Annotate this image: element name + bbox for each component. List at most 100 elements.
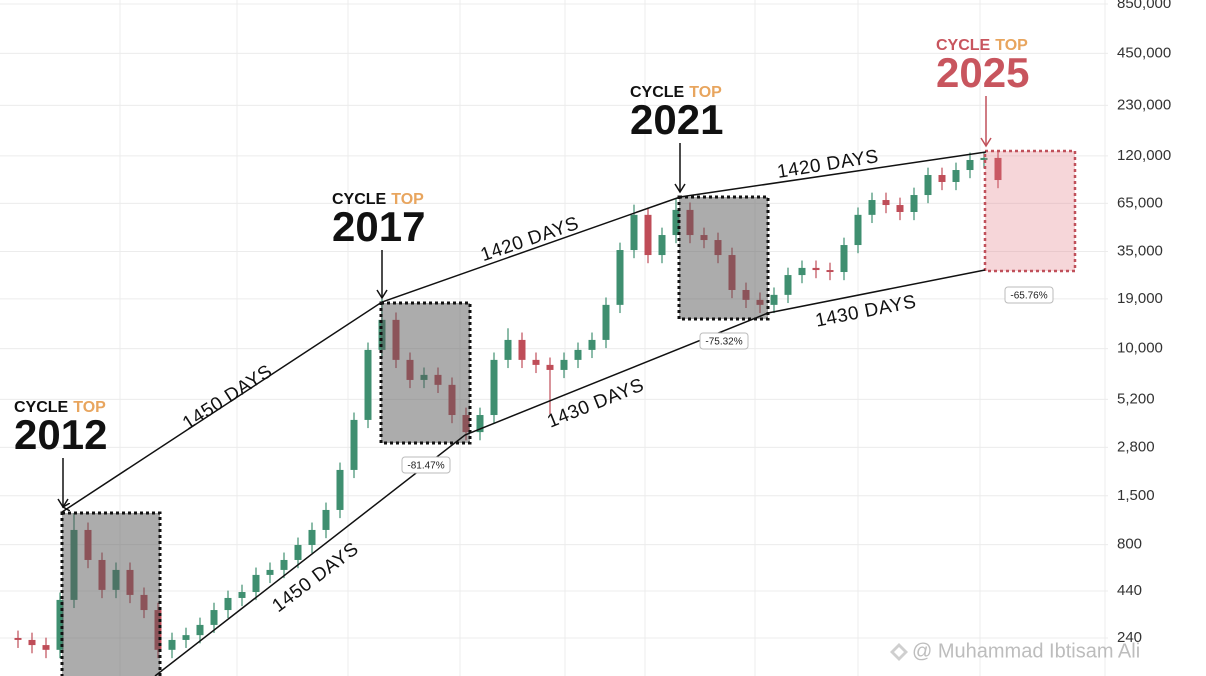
y-tick-label: 440	[1117, 582, 1142, 599]
candle-body	[630, 214, 638, 251]
y-tick-label: 1,500	[1117, 487, 1155, 504]
grid: 850,000 450,000 230,000 120,000 65,000 35,000…	[0, 0, 1171, 646]
cycle-word: CYCLE	[14, 399, 69, 416]
watermark: @ Muhammad Ibtisam Ali	[912, 640, 1140, 662]
candle-body	[994, 157, 1002, 181]
candle-body	[28, 639, 36, 646]
candle-body	[546, 364, 554, 370]
candle-body	[854, 214, 862, 246]
candle-body	[504, 339, 512, 360]
duration-label: 1450 DAYS	[179, 361, 276, 434]
candle-body	[518, 339, 526, 360]
candle-body	[938, 175, 946, 182]
candle-body	[826, 270, 834, 273]
y-tick-label: 120,000	[1117, 147, 1171, 164]
y-tick-label: 65,000	[1117, 194, 1163, 211]
candle-body	[364, 349, 372, 420]
watermark-icon	[890, 643, 908, 661]
candle-body	[476, 415, 484, 433]
drawdown-label-box	[401, 456, 451, 474]
cycle-year: 2017	[332, 203, 425, 250]
candle-body	[616, 250, 624, 305]
candle-body	[168, 639, 176, 650]
drawdown-label-box	[1004, 286, 1054, 304]
upper-trend-line	[61, 151, 987, 513]
candle-body	[252, 574, 260, 593]
candle-body	[896, 205, 904, 212]
candle-body	[672, 209, 680, 236]
y-tick-label: 10,000	[1117, 340, 1163, 357]
drawdown-box	[60, 511, 162, 676]
candle-body	[280, 559, 288, 570]
top-word: TOP	[995, 37, 1028, 54]
top-word: TOP	[391, 191, 424, 208]
candle-body	[238, 592, 246, 598]
candle-body	[882, 200, 890, 206]
cycle-word: CYCLE	[332, 191, 387, 208]
y-tick-label: 240	[1117, 629, 1142, 646]
cycle-year: 2021	[630, 96, 723, 143]
drawdown-box	[379, 301, 472, 445]
candle-body	[42, 645, 50, 650]
y-tick-label: 19,000	[1117, 290, 1163, 307]
candle-body	[924, 175, 932, 196]
cycle-word: CYCLE	[630, 84, 685, 101]
candle-body	[980, 157, 988, 160]
candle-body	[196, 624, 204, 636]
candle-body	[532, 359, 540, 365]
cycle-top-label: CYCLE TOP	[630, 84, 722, 101]
candle-body	[294, 544, 302, 560]
candle-body	[308, 529, 316, 545]
cycle-top-label: CYCLE TOP	[14, 399, 106, 416]
candle-body	[574, 349, 582, 360]
top-word: TOP	[73, 399, 106, 416]
y-tick-label: 2,800	[1117, 438, 1155, 455]
y-tick-label: 850,000	[1117, 0, 1171, 12]
candle-body	[952, 170, 960, 182]
candle-body	[770, 294, 778, 305]
candle-body	[602, 304, 610, 340]
arrow-head	[376, 289, 388, 300]
y-tick-label: 800	[1117, 536, 1142, 553]
arrow-head	[674, 183, 686, 194]
duration-label: 1430 DAYS	[544, 375, 647, 433]
candle-body	[658, 235, 666, 256]
y-tick-label: 5,200	[1117, 390, 1155, 407]
duration-label: 1430 DAYS	[814, 291, 919, 331]
candle-body	[868, 200, 876, 215]
duration-label: 1420 DAYS	[776, 146, 880, 183]
candle-body	[14, 637, 22, 640]
candle-body	[350, 419, 358, 470]
top-word: TOP	[689, 84, 722, 101]
candle-body	[798, 267, 806, 276]
cycle-top-label: CYCLE TOP	[332, 191, 424, 208]
arrow-head	[57, 498, 69, 509]
drawdown-label-box	[699, 332, 749, 350]
y-tick-label: 35,000	[1117, 242, 1163, 259]
cycle-word: CYCLE	[936, 37, 991, 54]
candle-body	[490, 359, 498, 416]
candle-body	[336, 469, 344, 510]
drawdown-label: -75.32%	[705, 337, 742, 348]
candle-body	[910, 195, 918, 212]
candle-body	[224, 597, 232, 611]
candle-body	[784, 275, 792, 295]
drawdown-box	[677, 195, 770, 321]
candle-body	[56, 599, 64, 650]
candle-body	[266, 569, 274, 575]
candle-body	[588, 339, 596, 350]
candle-body	[812, 267, 820, 271]
duration-label: 1420 DAYS	[478, 213, 582, 266]
drawdown-label: -65.76%	[1010, 291, 1047, 302]
candle-body	[210, 610, 218, 625]
y-tick-label: 450,000	[1117, 44, 1171, 61]
candle-body	[840, 245, 848, 273]
cycle-year: 2012	[14, 411, 107, 458]
lower-trend-line	[154, 269, 986, 676]
candle-body	[182, 635, 190, 640]
projected-drawdown-box	[983, 149, 1077, 273]
cycle-year: 2025	[936, 49, 1029, 96]
drawdown-label: -81.47%	[407, 461, 444, 472]
arrow-head	[980, 137, 992, 148]
